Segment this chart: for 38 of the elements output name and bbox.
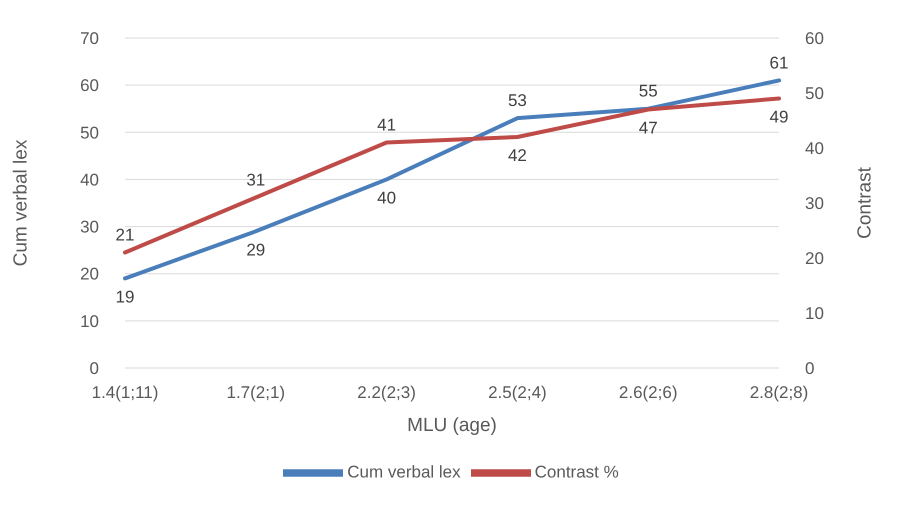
y-tick-label: 50 [80,123,99,142]
y-tick-label: 60 [80,76,99,96]
y2-tick-label: 0 [805,359,814,378]
data-label: 49 [770,108,788,126]
x-tick-label: 1.7(2;1) [226,383,286,402]
y2-tick-label: 20 [805,249,824,268]
y2-tick-label: 30 [805,194,824,214]
data-label: 55 [638,82,658,101]
y2-tick-label: 50 [805,84,824,104]
y-tick-label: 10 [80,312,99,331]
data-label: 47 [638,118,658,138]
legend-label: Contrast % [534,462,619,482]
x-axis-title: MLU (age) [407,415,497,436]
y2-axis-title: Contrast [854,166,876,239]
y-tick-label: 20 [80,264,99,284]
y-tick-label: 0 [90,359,99,378]
data-label: 42 [508,146,527,165]
y2-tick-label: 10 [805,304,824,324]
x-tick-label: 1.4(1;11) [92,383,158,402]
y2-tick-label: 40 [805,139,824,158]
y-tick-label: 70 [80,29,99,48]
y-tick-label: 30 [80,218,99,237]
x-tick-label: 2.5(2;4) [488,383,547,402]
x-tick-label: 2.2(2;3) [357,383,416,402]
y2-tick-label: 60 [805,29,824,48]
data-label: 29 [246,240,266,260]
data-label: 41 [377,116,396,134]
x-tick-label: 2.6(2;6) [618,383,678,402]
data-label: 40 [377,188,396,208]
legend-label: Cum verbal lex [347,462,461,482]
y-axis-title: Cum verbal lex [10,139,32,266]
data-label: 31 [246,170,266,190]
data-label: 19 [116,287,134,306]
x-tick-label: 2.8(2;8) [750,383,808,402]
data-label: 53 [508,91,527,110]
data-label: 21 [116,226,134,244]
y-tick-label: 40 [80,170,99,190]
data-label: 61 [770,53,788,72]
